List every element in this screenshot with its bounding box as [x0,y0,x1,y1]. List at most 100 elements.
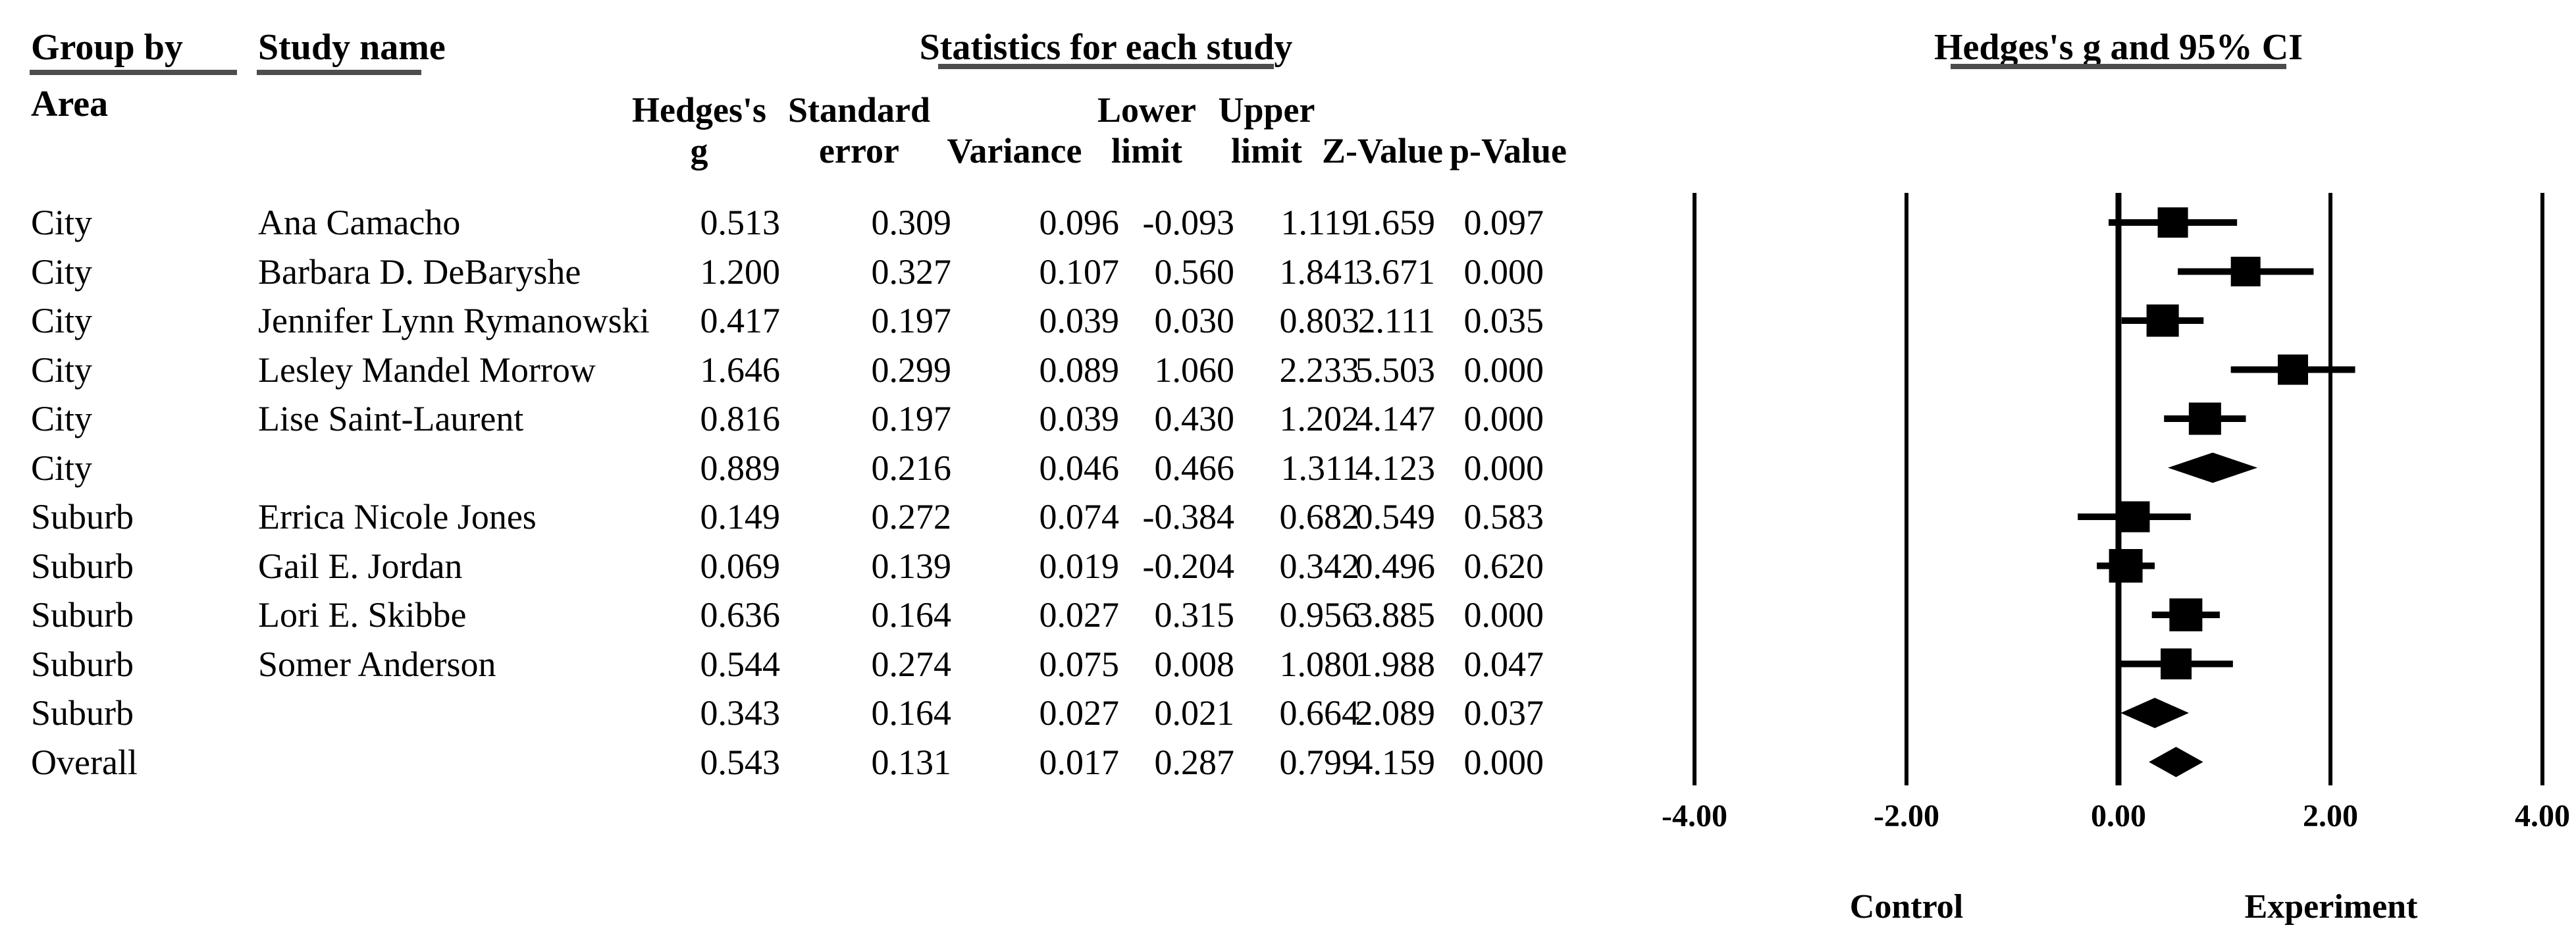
row-area-label: Suburb [31,595,134,635]
cell-p-value: 0.037 [1463,693,1544,733]
row-study-name: Lori E. Skibbe [258,595,467,635]
cell-lower-limit: 0.287 [1154,742,1235,782]
cell-lower-limit: -0.204 [1142,546,1234,586]
row-study-name: Ana Camacho [258,203,461,242]
effect-size-square [2109,549,2143,583]
cell-hedges-g: 0.069 [700,546,781,586]
row-study-name: Barbara D. DeBaryshe [258,251,581,292]
row-area-label: City [31,251,93,292]
experiment-direction-label: Experiment [2244,888,2418,926]
cell-variance: 0.046 [1039,448,1120,488]
cell-upper-limit: 0.803 [1279,301,1360,340]
cell-hedges-g: 0.149 [700,497,781,537]
effect-size-square [2118,501,2150,533]
effect-size-square [2188,402,2221,435]
cell-variance: 0.027 [1039,693,1120,733]
cell-hedges-g: 0.513 [700,203,781,242]
column-header-error: Standard [787,90,931,130]
row-area-label: City [31,350,93,390]
x-tick-label: -2.00 [1874,799,1939,833]
x-tick-label: 4.00 [2515,799,2570,833]
cell-standard-error: 0.197 [871,301,952,340]
cell-lower-limit: 0.315 [1154,595,1235,635]
cell-hedges-g: 0.636 [700,595,781,635]
effect-size-square [2161,648,2192,679]
plot-section-title: Hedges's g and 95% CI [1933,27,2303,68]
column-header-g: Hedges's [631,90,767,130]
cell-lower-limit: 0.466 [1154,448,1235,488]
cell-hedges-g: 1.646 [700,350,781,390]
cell-upper-limit: 1.119 [1280,203,1360,242]
cell-z-value: 3.885 [1355,595,1436,635]
cell-lower-limit: 0.030 [1154,301,1235,340]
cell-standard-error: 0.327 [871,251,952,292]
effect-size-square [2230,257,2261,286]
summary-diamond [2168,452,2258,483]
cell-hedges-g: 0.816 [700,399,781,438]
x-tick-label: 0.00 [2091,799,2146,833]
cell-upper-limit: 0.664 [1279,693,1360,733]
cell-standard-error: 0.272 [871,497,952,537]
column-header-z-value: Z-Value [1321,131,1444,171]
cell-z-value: 4.159 [1355,742,1436,782]
column-header-variance: Variance [947,131,1082,171]
cell-lower-limit: -0.093 [1142,203,1234,242]
cell-z-value: 4.147 [1355,399,1436,438]
effect-size-square [2146,304,2179,337]
cell-p-value: 0.583 [1463,497,1544,537]
cell-upper-limit: 1.080 [1279,644,1360,684]
cell-upper-limit: 1.202 [1279,399,1360,438]
cell-p-value: 0.000 [1463,448,1544,488]
cell-variance: 0.019 [1039,546,1120,586]
cell-variance: 0.074 [1039,497,1120,537]
effect-size-square [2169,598,2203,631]
cell-upper-limit: 2.233 [1279,350,1360,390]
cell-variance: 0.075 [1039,644,1120,684]
cell-variance: 0.039 [1039,301,1120,340]
cell-upper-limit: 0.342 [1279,546,1360,586]
column-header-p-value: p-Value [1449,131,1567,171]
cell-p-value: 0.000 [1463,350,1544,390]
cell-z-value: 2.111 [1357,301,1436,340]
cell-standard-error: 0.164 [871,595,952,635]
cell-z-value: 2.089 [1355,693,1436,733]
summary-diamond [2149,747,2203,777]
cell-hedges-g: 0.889 [700,448,781,488]
x-tick-label: 2.00 [2303,799,2358,833]
cell-variance: 0.017 [1039,742,1120,782]
cell-lower-limit: -0.384 [1142,497,1234,537]
cell-z-value: 0.496 [1355,546,1436,586]
row-area-label: City [31,203,93,242]
column-header-limit: limit [1111,131,1182,171]
row-area-label: Overall [31,742,138,782]
cell-z-value: 1.659 [1355,203,1436,242]
column-header-limit: Lower [1097,90,1196,130]
group-by-sub-header: Area [31,84,109,124]
column-header-limit: Upper [1218,90,1315,130]
cell-variance: 0.027 [1039,595,1120,635]
cell-upper-limit: 1.311 [1280,448,1360,488]
group-by-header: Group by [31,27,183,68]
cell-p-value: 0.000 [1463,595,1544,635]
column-header-error: error [819,131,899,171]
cell-p-value: 0.620 [1463,546,1544,586]
study-name-header: Study name [258,27,446,68]
cell-standard-error: 0.139 [871,546,952,586]
row-study-name: Lesley Mandel Morrow [258,350,596,390]
cell-variance: 0.107 [1039,251,1120,292]
row-study-name: Errica Nicole Jones [258,497,537,537]
row-area-label: City [31,448,93,488]
cell-lower-limit: 0.560 [1154,251,1235,292]
row-area-label: City [31,301,93,340]
study-name-underline [257,70,421,75]
cell-z-value: 5.503 [1355,350,1436,390]
cell-standard-error: 0.164 [871,693,952,733]
cell-z-value: 3.671 [1355,251,1436,292]
cell-z-value: 0.549 [1355,497,1436,537]
row-area-label: City [31,399,93,438]
cell-standard-error: 0.216 [871,448,952,488]
stats-section-title: Statistics for each study [919,27,1293,68]
cell-p-value: 0.000 [1463,399,1544,438]
